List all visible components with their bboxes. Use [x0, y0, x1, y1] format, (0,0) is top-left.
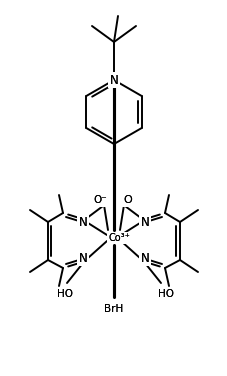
- Text: N: N: [109, 73, 118, 86]
- Text: N: N: [78, 252, 87, 264]
- Text: N: N: [140, 217, 149, 229]
- Text: BrH: BrH: [104, 304, 123, 314]
- Text: N: N: [140, 217, 149, 229]
- Text: N: N: [78, 252, 87, 264]
- Text: HO: HO: [57, 289, 73, 299]
- Text: N: N: [140, 252, 149, 264]
- Text: N: N: [109, 73, 118, 86]
- Text: N: N: [78, 217, 87, 229]
- Text: HO: HO: [157, 289, 173, 299]
- Text: O: O: [123, 195, 132, 205]
- Text: N: N: [140, 252, 149, 264]
- Text: HO: HO: [57, 289, 73, 299]
- Text: O: O: [123, 195, 132, 205]
- Text: Co³⁺: Co³⁺: [108, 233, 129, 243]
- Text: BrH: BrH: [104, 304, 123, 314]
- Text: O⁻: O⁻: [93, 195, 106, 205]
- Text: HO: HO: [157, 289, 173, 299]
- Text: Co³⁺: Co³⁺: [108, 233, 129, 243]
- Text: O⁻: O⁻: [93, 195, 106, 205]
- Text: N: N: [78, 217, 87, 229]
